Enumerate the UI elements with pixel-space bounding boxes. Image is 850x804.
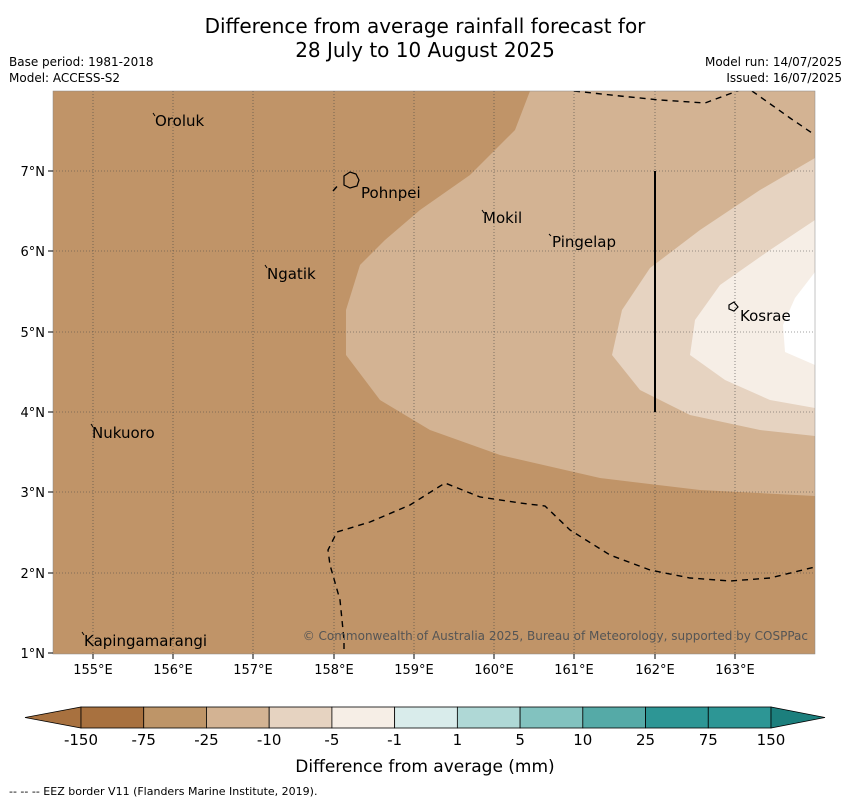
lat-label: 5°N xyxy=(21,326,46,341)
title-line-2: 28 July to 10 August 2025 xyxy=(295,38,555,62)
colorbar-segment xyxy=(80,706,145,729)
colorbar-title: Difference from average (mm) xyxy=(295,757,554,777)
colorbar-segment xyxy=(394,706,458,729)
lat-label: 6°N xyxy=(21,245,46,260)
lon-label: 160°E xyxy=(474,663,514,678)
model-run: Model run: 14/07/2025 xyxy=(704,55,842,69)
place-label-mokil: Mokil xyxy=(483,209,522,227)
lat-label: 1°N xyxy=(21,647,46,662)
lon-label: 159°E xyxy=(394,663,434,678)
colorbar-tick-label: 10 xyxy=(573,731,592,749)
place-labels: Oroluk Pohnpei Mokil Pingelap Ngatik Kos… xyxy=(84,112,791,650)
lat-label: 2°N xyxy=(21,567,46,582)
place-label-kapingamarangi: Kapingamarangi xyxy=(84,632,207,650)
colorbar-labels: -150 -75 -25 -10 -5 -1 1 5 10 25 75 150 xyxy=(64,731,785,749)
issued-date: Issued: 16/07/2025 xyxy=(726,71,842,85)
eez-footnote: -- -- -- EEZ border V11 (Flanders Marine… xyxy=(9,785,318,798)
colorbar xyxy=(24,706,826,729)
model-name: Model: ACCESS-S2 xyxy=(9,71,121,85)
lat-label: 4°N xyxy=(21,406,46,421)
place-label-nukuoro: Nukuoro xyxy=(92,424,155,442)
lon-label: 155°E xyxy=(73,663,113,678)
lat-label: 7°N xyxy=(21,165,46,180)
lon-label: 156°E xyxy=(153,663,193,678)
lon-label: 161°E xyxy=(554,663,594,678)
place-label-ngatik: Ngatik xyxy=(267,265,316,283)
colorbar-segment xyxy=(206,706,270,729)
place-label-oroluk: Oroluk xyxy=(155,112,204,130)
lat-label: 3°N xyxy=(21,486,46,501)
latitude-ticks xyxy=(48,170,53,654)
base-period: Base period: 1981-2018 xyxy=(9,55,154,69)
contour-band-minus-1 xyxy=(783,272,815,365)
contour-band-minus-5 xyxy=(690,220,815,408)
place-markers xyxy=(81,112,552,636)
lon-label: 157°E xyxy=(233,663,273,678)
latitude-labels: 7°N 6°N 5°N 4°N 3°N 2°N 1°N xyxy=(21,165,46,662)
pohnpei-island-outline xyxy=(343,171,360,189)
eez-borders xyxy=(327,91,815,654)
kosrae-island-outline xyxy=(728,301,739,312)
colorbar-tick-label: 1 xyxy=(453,731,463,749)
colorbar-segment xyxy=(519,706,584,729)
place-label-kosrae: Kosrae xyxy=(740,307,791,325)
colorbar-segment xyxy=(582,706,646,729)
colorbar-segment xyxy=(143,706,207,729)
graticule xyxy=(53,91,815,654)
colorbar-segment xyxy=(645,706,709,729)
colorbar-arrow-high xyxy=(770,706,826,729)
colorbar-tick-label: 5 xyxy=(515,731,525,749)
colorbar-tick-label: -25 xyxy=(194,731,219,749)
longitude-labels: 155°E 156°E 157°E 158°E 159°E 160°E 161°… xyxy=(73,663,755,678)
colorbar-tick-label: -1 xyxy=(387,731,402,749)
colorbar-tick-label: -150 xyxy=(64,731,98,749)
colorbar-tick-label: 75 xyxy=(699,731,718,749)
colorbar-segment xyxy=(456,706,521,729)
colorbar-arrow-low xyxy=(24,706,82,729)
colorbar-tick-label: 25 xyxy=(636,731,655,749)
colorbar-segment xyxy=(268,706,333,729)
colorbar-segment xyxy=(707,706,772,729)
title-line-1: Difference from average rainfall forecas… xyxy=(204,14,646,38)
place-label-pohnpei: Pohnpei xyxy=(361,184,421,202)
colorbar-tick-label: -75 xyxy=(131,731,156,749)
colorbar-tick-label: -10 xyxy=(257,731,282,749)
colorbar-segment xyxy=(331,706,396,729)
lon-label: 158°E xyxy=(314,663,354,678)
map-frame xyxy=(52,90,816,655)
copyright-notice: © Commonwealth of Australia 2025, Bureau… xyxy=(303,629,808,643)
lon-label: 162°E xyxy=(635,663,675,678)
place-label-pingelap: Pingelap xyxy=(552,233,616,251)
colorbar-tick-label: -5 xyxy=(324,731,339,749)
longitude-ticks xyxy=(92,654,736,659)
colorbar-tick-label: 150 xyxy=(757,731,786,749)
map-area xyxy=(53,91,815,654)
lon-label: 163°E xyxy=(715,663,755,678)
